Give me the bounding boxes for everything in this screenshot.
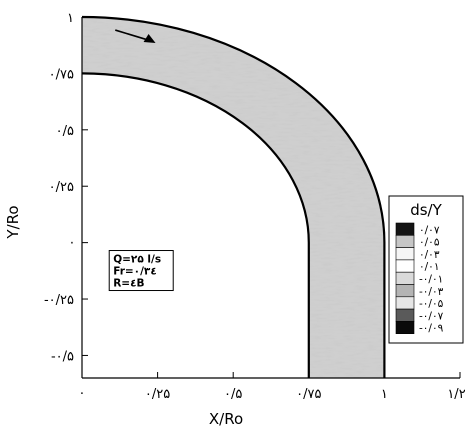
legend-label: ۰/۰۳: [419, 249, 440, 261]
y-tick-label: ۱: [67, 11, 74, 26]
legend-title: ds/Y: [410, 201, 442, 219]
x-tick-label: ۰/۷۵: [296, 387, 321, 402]
channel-fill: [82, 17, 385, 378]
y-tick-label: ·: [70, 237, 74, 252]
legend-swatch: [395, 271, 415, 285]
legend-swatch: [395, 321, 415, 334]
inner-wall: [81, 72, 310, 378]
legend-swatch: [395, 235, 415, 248]
info-box-line: Q=۲۵ l/s: [113, 254, 161, 266]
y-tick-label: ۰/۷۵: [49, 67, 74, 82]
legend-label: -۰/۰۵: [419, 298, 444, 310]
axes: · ۰/۲۵ ۰/۵ ۰/۷۵ ۱ ۱/۲۵ ۱ ۰/۷۵ ۰/۵ ۰/۲۵ · -۰/۲۵ -۰/۵: [44, 11, 465, 402]
info-box-line: R=٤B: [113, 278, 144, 290]
legend-swatch: [395, 284, 415, 298]
info-box: Q=۲۵ l/sFr=۰/۳٤R=٤B: [108, 250, 174, 292]
legend-swatch: [395, 259, 415, 273]
y-tick-label: -۰/۵: [51, 349, 74, 364]
y-tick-label: ۰/۵: [56, 124, 74, 139]
x-tick-label: ۱: [381, 387, 388, 402]
legend-label: ۰/۰۷: [419, 224, 440, 236]
legend-label: -۰/۰۷: [419, 310, 444, 322]
x-tick-label: ۱/۲۵: [447, 387, 465, 402]
y-tick-label: -۰/۲۵: [44, 293, 74, 308]
info-box-line: Fr=۰/۳٤: [113, 266, 157, 278]
flow-arrowhead: [143, 34, 156, 44]
x-tick-label: ۰/۵: [224, 387, 242, 402]
legend-label: ۰/۰۱: [419, 261, 439, 273]
info-box-frame: [108, 250, 174, 292]
x-axis-label: X/Ro: [209, 410, 243, 428]
legend: ds/Y ۰/۰۷۰/۰۵۰/۰۳۰/۰۱-۰/۰۱-۰/۰۳-۰/۰۵-۰/۰۷…: [388, 195, 464, 344]
legend-swatch: [395, 222, 415, 236]
y-tick-label: ۰/۲۵: [49, 180, 74, 195]
legend-swatch: [395, 247, 415, 261]
channel-band: [81, 15, 386, 378]
legend-swatch: [395, 308, 415, 322]
y-axis-label: Y/Ro: [4, 205, 22, 239]
legend-label: -۰/۰۳: [419, 286, 444, 298]
x-tick-label: ۰/۲۵: [145, 387, 170, 402]
outer-wall: [81, 15, 386, 378]
legend-label: -۰/۰۱: [419, 274, 443, 286]
legend-swatch: [395, 296, 415, 310]
legend-label: ۰/۰۵: [419, 237, 440, 249]
legend-label: -۰/۰۹: [419, 323, 444, 335]
x-tick-label: ·: [80, 387, 84, 402]
